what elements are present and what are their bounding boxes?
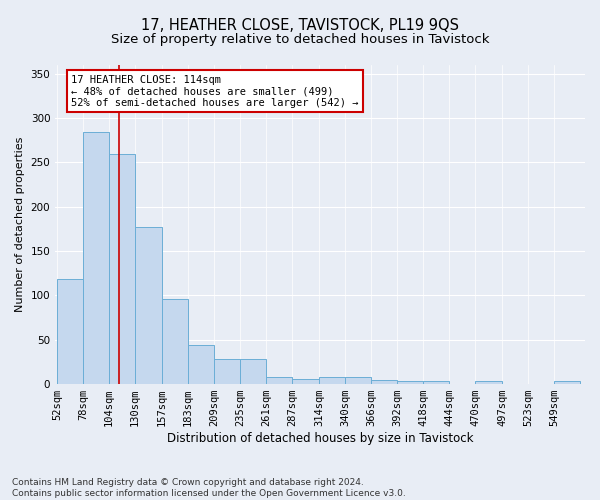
Bar — [475, 380, 502, 384]
Bar — [397, 380, 423, 384]
Bar — [424, 380, 449, 384]
Text: Size of property relative to detached houses in Tavistock: Size of property relative to detached ho… — [111, 32, 489, 46]
Bar — [136, 227, 162, 384]
Bar — [163, 299, 188, 384]
Text: 17 HEATHER CLOSE: 114sqm
← 48% of detached houses are smaller (499)
52% of semi-: 17 HEATHER CLOSE: 114sqm ← 48% of detach… — [71, 74, 359, 108]
Bar — [83, 132, 109, 384]
Bar — [266, 377, 292, 384]
Bar — [241, 360, 266, 384]
Bar — [371, 380, 397, 384]
Y-axis label: Number of detached properties: Number of detached properties — [15, 137, 25, 312]
Bar — [188, 345, 214, 384]
Text: Contains HM Land Registry data © Crown copyright and database right 2024.
Contai: Contains HM Land Registry data © Crown c… — [12, 478, 406, 498]
Bar — [346, 377, 371, 384]
X-axis label: Distribution of detached houses by size in Tavistock: Distribution of detached houses by size … — [167, 432, 473, 445]
Bar — [214, 360, 240, 384]
Bar — [292, 379, 319, 384]
Bar — [109, 154, 135, 384]
Text: 17, HEATHER CLOSE, TAVISTOCK, PL19 9QS: 17, HEATHER CLOSE, TAVISTOCK, PL19 9QS — [141, 18, 459, 32]
Bar — [319, 377, 345, 384]
Bar — [554, 382, 580, 384]
Bar — [58, 280, 83, 384]
